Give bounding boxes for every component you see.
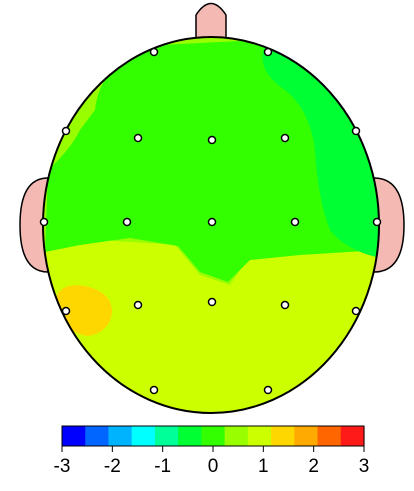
right-ear-shape	[373, 177, 405, 273]
electrode	[280, 300, 290, 310]
region-left-hotspot	[55, 285, 112, 336]
colorbar-swatch	[154, 426, 179, 446]
colorbar-swatch	[247, 426, 272, 446]
colorbar-swatch	[201, 426, 226, 446]
electrode	[351, 126, 361, 136]
colorbar-swatch	[108, 426, 133, 446]
colorbar-swatch	[224, 426, 249, 446]
electrode	[39, 217, 49, 227]
colorbar-swatch	[85, 426, 110, 446]
left-ear-shape	[19, 177, 49, 273]
colorbar: -3 -2 -1 0 1 2 3	[54, 425, 370, 477]
electrode	[149, 47, 159, 57]
electrode	[61, 126, 71, 136]
electrode	[133, 133, 143, 143]
colorbar-swatch	[62, 426, 86, 446]
electrode	[263, 385, 273, 395]
electrode	[149, 385, 159, 395]
colorbar-tick-label: 1	[258, 456, 269, 477]
electrode	[122, 217, 132, 227]
colorbar-swatch	[178, 426, 202, 446]
electrode	[207, 297, 217, 307]
electrode	[207, 135, 217, 145]
colorbar-tick-label: -3	[54, 456, 71, 477]
electrode	[372, 217, 382, 227]
electrode	[263, 47, 273, 57]
electrode	[61, 306, 71, 316]
colorbar-swatch	[317, 426, 342, 446]
electrode	[133, 300, 143, 310]
colorbar-tick-label: -2	[104, 456, 121, 477]
electrode	[207, 217, 217, 227]
colorbar-tick-label: 2	[308, 456, 319, 477]
colorbar-tick-label: -1	[154, 456, 171, 477]
colorbar-swatch	[340, 426, 365, 446]
electrode	[351, 306, 361, 316]
colorbar-swatch	[131, 426, 156, 446]
colorbar-tick-label: 0	[208, 456, 219, 477]
colorbar-swatch	[294, 426, 319, 446]
colorbar-swatch	[271, 426, 295, 446]
electrodes	[39, 47, 382, 395]
nose-shape	[195, 2, 227, 39]
colorbar-tick-label: 3	[359, 456, 370, 477]
electrode	[290, 217, 300, 227]
electrode	[280, 133, 290, 143]
